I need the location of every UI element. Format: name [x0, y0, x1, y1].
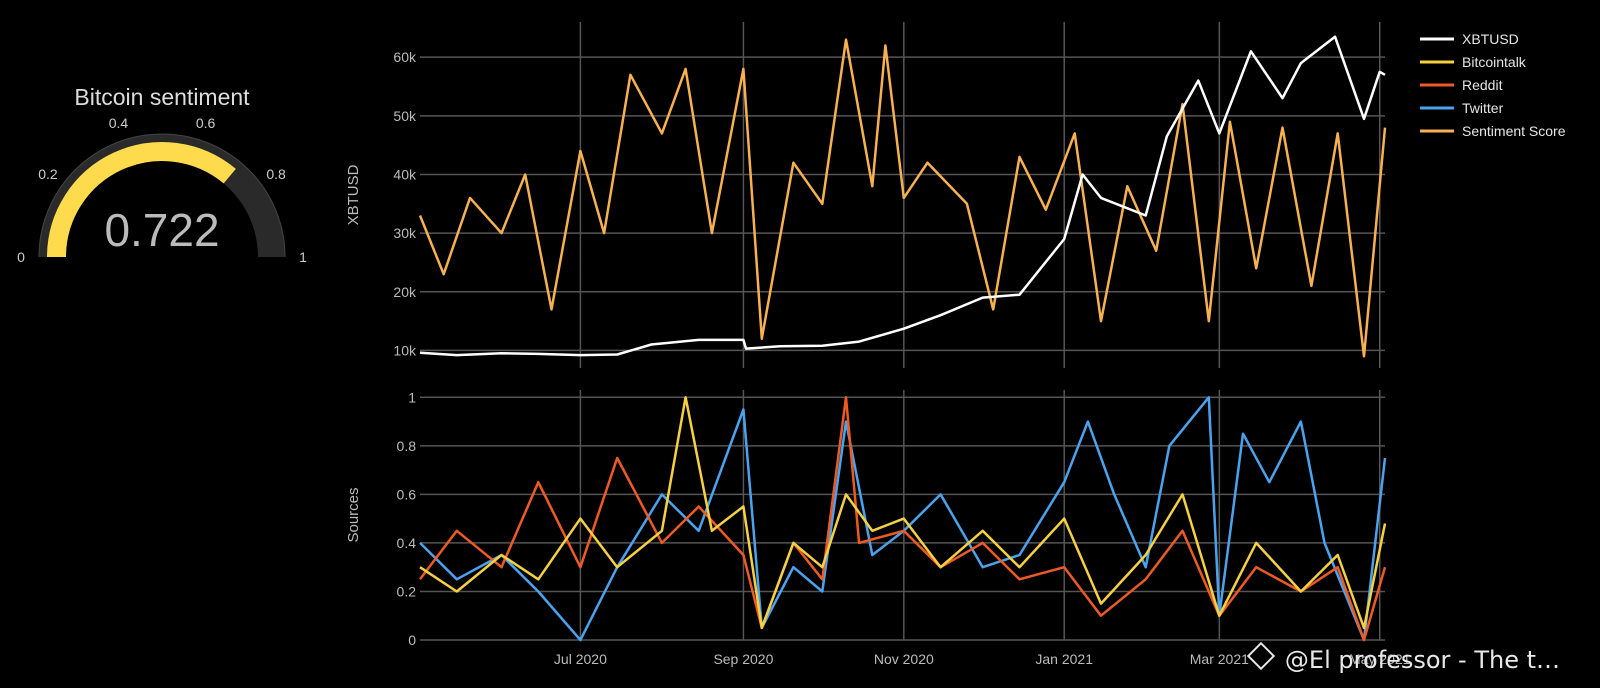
x-tick-label: Mar 2021 [1190, 651, 1249, 667]
legend-item[interactable]: Reddit [1420, 77, 1503, 93]
sources-gridlines [420, 390, 1385, 641]
x-tick-label: Nov 2020 [874, 651, 934, 667]
sentiment-gauge: Bitcoin sentiment 0 0.2 0.4 0.6 0.8 1 0.722 [17, 84, 307, 265]
x-tick-label: May 2021 [1349, 651, 1411, 667]
gauge-tick-label: 0 [17, 249, 25, 265]
chart-legend[interactable]: XBTUSD Bitcointalk Reddit Twitter Sentiment … [1420, 31, 1566, 139]
price-y-ticks: 10k 20k 30k 40k 50k 60k [393, 49, 417, 358]
y-tick-label: 0.6 [397, 486, 417, 502]
legend-label: XBTUSD [1462, 31, 1519, 47]
watermark-text: @El professor - The t… [1284, 646, 1560, 674]
y-tick-label: 60k [393, 49, 417, 65]
gauge-tick-label: 0.2 [38, 166, 58, 182]
gauge-tick-label: 0.8 [266, 166, 286, 182]
legend-item[interactable]: XBTUSD [1420, 31, 1519, 47]
series-line-xbtusd [419, 35, 1386, 357]
gauge-ticks: 0 0.2 0.4 0.6 0.8 1 [17, 115, 307, 265]
x-tick-label: Jan 2021 [1035, 651, 1093, 667]
gauge-title: Bitcoin sentiment [74, 84, 250, 110]
y-tick-label: 50k [393, 108, 417, 124]
x-tick-label: Sep 2020 [713, 651, 773, 667]
legend-label: Bitcointalk [1462, 54, 1527, 70]
y-tick-label: 1 [408, 389, 416, 405]
y-tick-label: 20k [393, 284, 417, 300]
sources-y-axis-label: Sources [345, 487, 362, 542]
gauge-value: 0.722 [104, 204, 219, 256]
price-panel: 10k 20k 30k 40k 50k 60k XBTUSD [345, 22, 1387, 368]
sources-y-ticks: 0 0.2 0.4 0.6 0.8 1 [397, 389, 417, 648]
gauge-tick-label: 0.6 [196, 115, 216, 131]
y-tick-label: 10k [393, 342, 417, 358]
legend-item[interactable]: Sentiment Score [1420, 123, 1566, 139]
y-tick-label: 0 [408, 632, 416, 648]
legend-item[interactable]: Bitcointalk [1420, 54, 1527, 70]
legend-label: Sentiment Score [1462, 123, 1566, 139]
legend-label: Twitter [1462, 100, 1504, 116]
y-tick-label: 0.2 [397, 583, 417, 599]
exchange-logo-icon [1246, 641, 1276, 671]
sources-panel: 00.20.40.60.81 Jul 2020 Sep 2020 Nov 2020 J… [345, 389, 1411, 667]
price-y-axis-label: XBTUSD [345, 164, 362, 225]
sources-series-lines [419, 396, 1387, 642]
series-line-bitcointalk [419, 396, 1387, 630]
gauge-outline [38, 133, 286, 258]
price-series-lines [418, 35, 1387, 358]
gauge-tick-label: 0.4 [109, 115, 129, 131]
y-tick-label: 0.8 [397, 438, 417, 454]
y-tick-label: 40k [393, 166, 417, 182]
legend-label: Reddit [1462, 77, 1503, 93]
gauge-tick-label: 1 [299, 249, 307, 265]
y-tick-label: 30k [393, 225, 417, 241]
legend-item[interactable]: Twitter [1420, 100, 1504, 116]
y-tick-label: 0.4 [397, 535, 417, 551]
watermark: @El professor - The t… [1246, 641, 1560, 674]
shared-x-ticks: Jul 2020 Sep 2020 Nov 2020 Jan 2021 Mar 2021… [554, 651, 1411, 667]
series-line-sentiment-score [418, 38, 1387, 358]
gauge-value-bar [47, 142, 236, 258]
x-tick-label: Jul 2020 [554, 651, 607, 667]
series-line-reddit [419, 396, 1387, 642]
